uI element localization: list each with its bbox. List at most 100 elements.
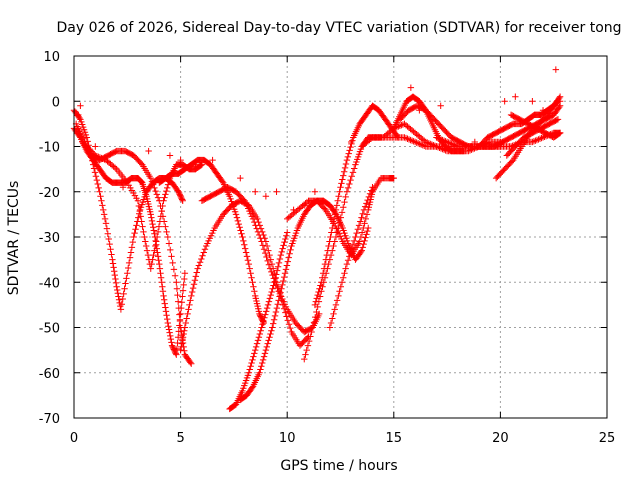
y-axis-title: SDTVAR / TECUs <box>6 181 22 296</box>
data-point <box>178 196 186 203</box>
data-point <box>180 281 187 289</box>
data-point <box>280 277 287 285</box>
data-point <box>152 187 159 195</box>
data-point <box>162 304 169 311</box>
data-point <box>121 285 128 292</box>
data-point <box>148 178 156 185</box>
data-point <box>347 249 354 256</box>
data-point <box>251 350 258 357</box>
data-point <box>414 140 422 147</box>
data-point <box>270 316 278 323</box>
data-point <box>304 342 312 349</box>
data-point <box>247 363 254 370</box>
data-point <box>252 346 259 354</box>
data-point <box>188 360 195 367</box>
data-point <box>262 249 269 257</box>
data-point <box>413 139 420 146</box>
data-point <box>286 250 293 258</box>
data-point <box>93 176 101 184</box>
data-point <box>273 188 280 195</box>
data-point <box>342 265 349 272</box>
data-point <box>256 330 263 338</box>
data-point <box>247 270 254 277</box>
data-point <box>436 135 443 142</box>
data-point <box>154 253 162 260</box>
data-point <box>451 142 458 149</box>
data-point <box>274 301 281 308</box>
data-point <box>261 314 268 322</box>
data-point <box>270 282 277 289</box>
data-point <box>240 196 247 203</box>
data-point <box>278 248 285 256</box>
data-point <box>137 160 145 167</box>
data-point <box>174 339 181 347</box>
data-point <box>317 282 324 289</box>
y-tick-labels: -70 -60 -50 -40 -30 -20 -10 0 10 <box>39 50 60 427</box>
data-point <box>219 178 226 185</box>
data-point <box>268 327 275 334</box>
data-point <box>329 224 336 232</box>
data-point <box>160 218 168 225</box>
data-point <box>135 202 143 210</box>
data-point <box>419 142 426 149</box>
data-point <box>336 188 343 195</box>
data-point <box>165 178 173 185</box>
data-point <box>196 259 204 266</box>
data-point <box>267 291 274 299</box>
data-point <box>357 248 365 256</box>
data-point <box>153 191 161 198</box>
data-point <box>271 312 279 320</box>
data-point <box>346 147 353 154</box>
data-point <box>157 274 165 281</box>
data-point <box>163 312 170 319</box>
data-point <box>363 231 370 238</box>
data-point <box>99 202 106 209</box>
data-point <box>303 346 310 354</box>
series-sat-c <box>75 125 206 272</box>
data-point <box>114 290 122 297</box>
data-point <box>173 285 181 292</box>
data-point <box>335 193 342 200</box>
data-point <box>124 270 131 277</box>
data-point <box>335 224 342 232</box>
data-point <box>436 144 443 151</box>
data-point <box>262 311 269 318</box>
data-point <box>260 317 267 325</box>
data-point <box>163 187 170 195</box>
data-point <box>554 116 562 123</box>
data-point <box>245 260 253 268</box>
data-point <box>185 306 192 313</box>
data-point <box>155 223 163 230</box>
x-tick-label: 5 <box>176 431 184 446</box>
data-point <box>277 289 284 296</box>
data-point <box>138 218 145 225</box>
data-point <box>365 193 373 201</box>
data-point <box>235 220 242 228</box>
data-point <box>233 214 241 221</box>
data-point <box>250 283 257 290</box>
data-point <box>360 224 367 232</box>
data-point <box>331 211 339 218</box>
data-point <box>265 337 272 344</box>
data-point <box>271 279 278 286</box>
data-point <box>319 274 326 281</box>
data-point <box>258 363 265 370</box>
data-point <box>159 288 167 295</box>
data-point <box>366 190 374 197</box>
data-point <box>184 310 191 318</box>
data-point <box>101 215 109 223</box>
data-point <box>266 333 273 341</box>
data-point <box>343 156 351 164</box>
data-point <box>238 230 245 237</box>
data-point <box>360 206 368 214</box>
data-point <box>173 351 180 358</box>
data-point <box>312 298 320 305</box>
data-point <box>159 283 166 290</box>
data-point <box>179 287 187 294</box>
data-point <box>337 214 345 221</box>
series-scatter-points <box>75 66 564 214</box>
data-point <box>259 321 266 328</box>
data-point <box>169 259 176 267</box>
data-point <box>424 139 431 146</box>
